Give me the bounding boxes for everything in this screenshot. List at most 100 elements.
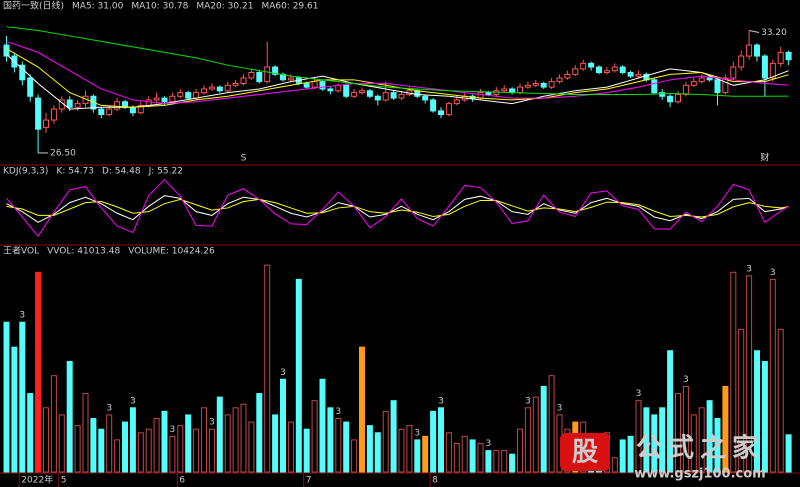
candle-body — [430, 99, 437, 112]
candle-body — [682, 84, 689, 95]
volume-bar — [311, 400, 318, 473]
candle-body — [74, 103, 81, 108]
candle-body — [287, 77, 294, 81]
volume-bar — [398, 428, 405, 473]
candle-body — [50, 108, 57, 121]
volume-bar — [643, 407, 650, 473]
panel-legend: 王者VOL — [3, 246, 39, 257]
volume-bar — [730, 271, 737, 473]
candle-body — [351, 92, 358, 97]
volume-bar — [58, 414, 65, 473]
annotation-arrow — [749, 29, 760, 33]
volume-bar — [477, 442, 484, 473]
signal-label: 3 — [525, 396, 531, 406]
candle-body — [232, 82, 239, 86]
volume-bar — [777, 328, 784, 473]
candle-body — [556, 77, 563, 83]
volume-bar — [256, 393, 263, 473]
candle-body — [382, 92, 389, 101]
candle-body — [319, 81, 326, 90]
volume-bar — [153, 418, 160, 473]
volume-bar — [366, 425, 373, 473]
volume-bar — [98, 428, 105, 473]
volume-bar — [161, 410, 168, 473]
volume-bar — [627, 435, 634, 473]
volume-bar — [667, 350, 674, 473]
volume-bar — [493, 450, 500, 473]
x-tick-label: 2022年 — [21, 474, 53, 486]
volume-bar — [303, 428, 310, 473]
volume-bar — [619, 439, 626, 473]
indicator-line — [6, 40, 789, 105]
candle-body — [698, 77, 705, 83]
volume-bar — [240, 403, 247, 473]
volume-bar — [327, 407, 334, 473]
volume-bar — [11, 346, 18, 473]
candle-body — [611, 66, 618, 72]
volume-bar — [453, 442, 460, 473]
candle-body — [422, 95, 429, 101]
candle-body — [106, 108, 113, 116]
price-annotation: 26.50 — [50, 148, 76, 158]
volume-bar — [264, 264, 271, 473]
volume-bar — [738, 328, 745, 473]
volume-bar — [50, 375, 57, 473]
candle-body — [35, 97, 42, 130]
panel-legend: MA60: 29.61 — [261, 2, 318, 12]
volume-bar — [248, 421, 255, 473]
volume-bar — [43, 407, 49, 473]
candle-body — [335, 84, 342, 92]
candle-body — [311, 81, 318, 88]
signal-label: 3 — [170, 425, 176, 435]
candle-body — [619, 66, 626, 74]
signal-label: 3 — [19, 311, 25, 321]
candle-body — [485, 92, 492, 95]
indicator-line — [6, 195, 789, 223]
volume-bar — [3, 321, 10, 473]
candle-body — [501, 88, 508, 92]
candle-body — [224, 84, 231, 92]
candle-body — [761, 55, 768, 79]
candle-body — [129, 106, 136, 114]
volume-bar — [351, 439, 358, 473]
indicator-line — [6, 198, 789, 218]
volume-bar — [280, 378, 286, 473]
volume-bar — [272, 414, 279, 473]
panel-legend: MA20: 30.21 — [196, 2, 253, 12]
indicator-line — [6, 26, 789, 97]
volume-bar — [359, 346, 365, 473]
volume-bar — [145, 428, 152, 473]
candle-body — [161, 97, 168, 103]
candle-body — [580, 62, 587, 70]
candle-body — [193, 92, 200, 99]
volume-bar — [485, 450, 492, 473]
signal-label: 3 — [335, 407, 341, 417]
candle-body — [675, 93, 681, 103]
volume-bar — [129, 407, 136, 473]
candle-body — [477, 92, 484, 99]
volume-bar — [216, 396, 223, 473]
watermark-icon: 股 — [572, 438, 598, 468]
candle-body — [343, 84, 350, 97]
candle-body — [690, 81, 697, 86]
x-tick-label: 5 — [61, 476, 67, 486]
candle-body — [517, 86, 523, 94]
volume-bar — [169, 435, 176, 473]
panel-legend: 国药一致(日线) — [3, 0, 64, 12]
volume-bar — [185, 414, 192, 473]
candle-body — [540, 82, 547, 88]
panel-legend: KDJ(9,3,3) — [3, 167, 48, 177]
volume-bar — [532, 396, 539, 473]
candle-body — [303, 82, 310, 88]
panel-legend: K: 54.73 — [56, 167, 94, 177]
candle-body — [414, 90, 421, 97]
volume-bar — [635, 400, 642, 473]
candle-body — [438, 110, 444, 116]
signal-label: 3 — [486, 439, 492, 449]
candle-body — [754, 44, 760, 57]
volume-bar — [469, 439, 476, 473]
volume-bar — [501, 450, 508, 473]
volume-bar — [611, 457, 618, 473]
volume-bar — [82, 393, 89, 473]
candle-body — [256, 72, 263, 83]
